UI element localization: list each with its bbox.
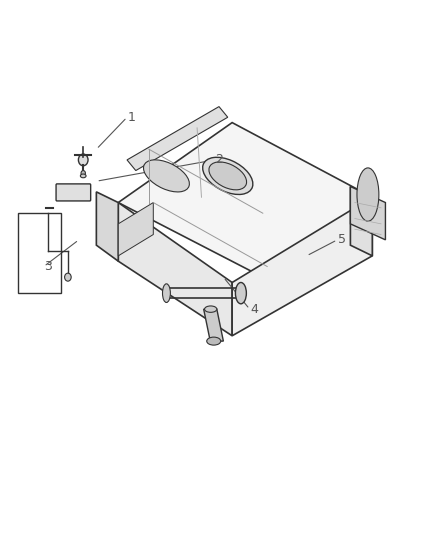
Ellipse shape bbox=[236, 282, 246, 304]
Ellipse shape bbox=[81, 174, 86, 178]
Text: 3: 3 bbox=[44, 260, 52, 273]
Ellipse shape bbox=[357, 168, 379, 221]
Polygon shape bbox=[232, 197, 372, 336]
Polygon shape bbox=[118, 203, 232, 336]
Ellipse shape bbox=[144, 160, 189, 192]
Polygon shape bbox=[127, 107, 228, 171]
Ellipse shape bbox=[205, 306, 217, 312]
Ellipse shape bbox=[78, 154, 88, 166]
Polygon shape bbox=[350, 187, 385, 240]
Polygon shape bbox=[118, 203, 153, 256]
Ellipse shape bbox=[81, 171, 85, 176]
Text: 1: 1 bbox=[127, 111, 135, 124]
Ellipse shape bbox=[162, 284, 170, 303]
Ellipse shape bbox=[203, 157, 253, 195]
Ellipse shape bbox=[209, 162, 247, 190]
Text: 2: 2 bbox=[215, 154, 223, 166]
Polygon shape bbox=[118, 123, 372, 277]
Polygon shape bbox=[350, 187, 372, 256]
Text: 4: 4 bbox=[250, 303, 258, 316]
Polygon shape bbox=[204, 309, 223, 341]
Ellipse shape bbox=[207, 337, 221, 345]
Ellipse shape bbox=[65, 273, 71, 281]
FancyBboxPatch shape bbox=[56, 184, 91, 201]
Polygon shape bbox=[96, 192, 118, 261]
Text: 5: 5 bbox=[338, 233, 346, 246]
